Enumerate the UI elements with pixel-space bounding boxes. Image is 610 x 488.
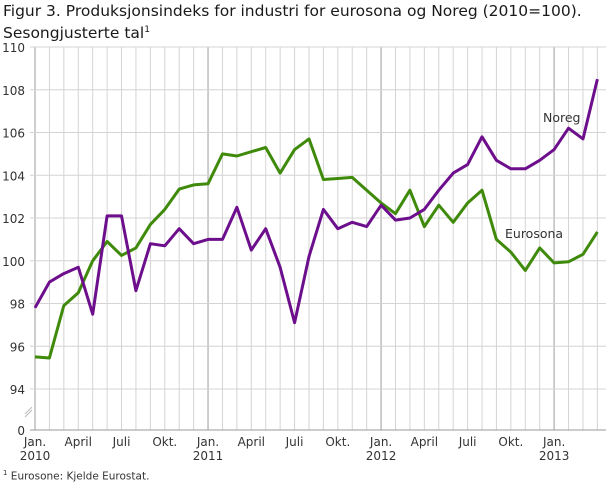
y-tick-label: 102 [2, 212, 25, 226]
y-tick-label: 110 [2, 41, 25, 55]
series-line-noreg [33, 78, 599, 325]
x-tick-label: Okt. [152, 435, 177, 449]
y-tick-label: 100 [2, 255, 25, 269]
y-tick-label: 98 [10, 298, 25, 312]
axis-break-mark [24, 409, 33, 418]
y-tick-label: 96 [10, 340, 25, 354]
x-tick-label: Juli [112, 435, 131, 449]
y-tick-label: 106 [2, 127, 25, 141]
title-line: Figur 3. Produksjonsindeks for industri … [3, 2, 582, 20]
chart-title: Figur 3. Produksjonsindeks for industri … [3, 2, 582, 43]
x-tick-label-year: 2011 [193, 449, 224, 463]
x-tick-label: Jan. [196, 435, 219, 449]
x-tick-label: Okt. [498, 435, 523, 449]
x-tick-label: April [65, 435, 92, 449]
x-tick-label-year: 2010 [20, 449, 51, 463]
series-label-noreg: Noreg [543, 110, 581, 125]
y-tick-label: 0 [17, 424, 25, 438]
x-tick-label: Jan. [23, 435, 46, 449]
x-tick-label: April [411, 435, 438, 449]
x-tick-label: Okt. [325, 435, 350, 449]
x-tick-label: Jan. [542, 435, 565, 449]
footnote-text: Eurosone: Kjelde Eurostat. [7, 470, 150, 483]
footnote-marker: 1 [144, 25, 150, 35]
series-label-eurosona: Eurosona [505, 226, 563, 241]
y-tick-label: 94 [10, 383, 25, 397]
series-line-eurosona [34, 137, 599, 360]
footnote-sup: 1 [3, 469, 8, 477]
x-tick-label: April [238, 435, 265, 449]
y-tick-label: 108 [2, 84, 25, 98]
x-tick-label: Juli [285, 435, 304, 449]
y-tick-label: 104 [2, 169, 25, 183]
x-tick-label-year: 2012 [366, 449, 397, 463]
footnote: 1 Eurosone: Kjelde Eurostat. [3, 469, 149, 483]
subtitle: Sesongjusterte tal [3, 24, 145, 43]
x-tick-label-year: 2013 [539, 449, 570, 463]
x-tick-label: Jan. [369, 435, 392, 449]
x-tick-label: Juli [458, 435, 477, 449]
axis-break-mark [24, 406, 33, 415]
